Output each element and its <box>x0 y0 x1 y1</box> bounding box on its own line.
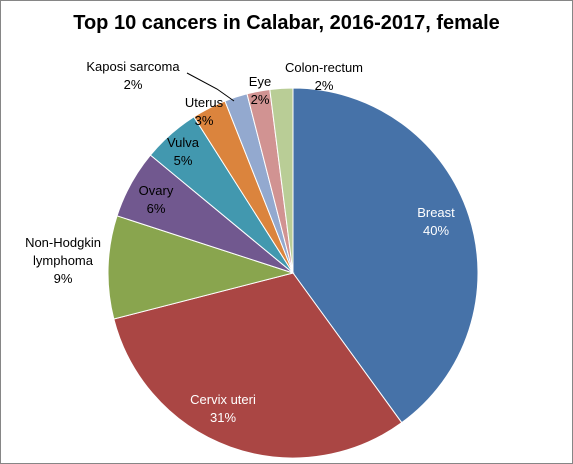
data-label-breast: Breast 40% <box>417 205 455 238</box>
data-label-vulva: Vulva 5% <box>167 135 200 168</box>
chart-title: Top 10 cancers in Calabar, 2016-2017, fe… <box>73 12 500 34</box>
data-label-uterus: Uterus 3% <box>185 95 224 128</box>
data-label-eye: Eye 2% <box>249 74 271 107</box>
pie-slice-colon-rectum <box>269 87 294 274</box>
data-label-colon-rectum: Colon-rectum 2% <box>285 60 363 93</box>
data-label-cervix-uteri: Cervix uteri 31% <box>190 392 256 425</box>
pie-slice-non-hodgkin-lymphoma <box>107 215 295 320</box>
pie-slice-breast <box>292 87 479 424</box>
data-label-ovary: Ovary 6% <box>139 183 174 216</box>
pie-slice-cervix-uteri <box>113 272 403 459</box>
data-label-non-hodgkin-lymphoma: Non-Hodgkin lymphoma 9% <box>25 235 101 286</box>
data-label-kaposi-sarcoma: Kaposi sarcoma 2% <box>86 59 180 92</box>
leader-line-kaposi-sarcoma <box>186 72 235 102</box>
